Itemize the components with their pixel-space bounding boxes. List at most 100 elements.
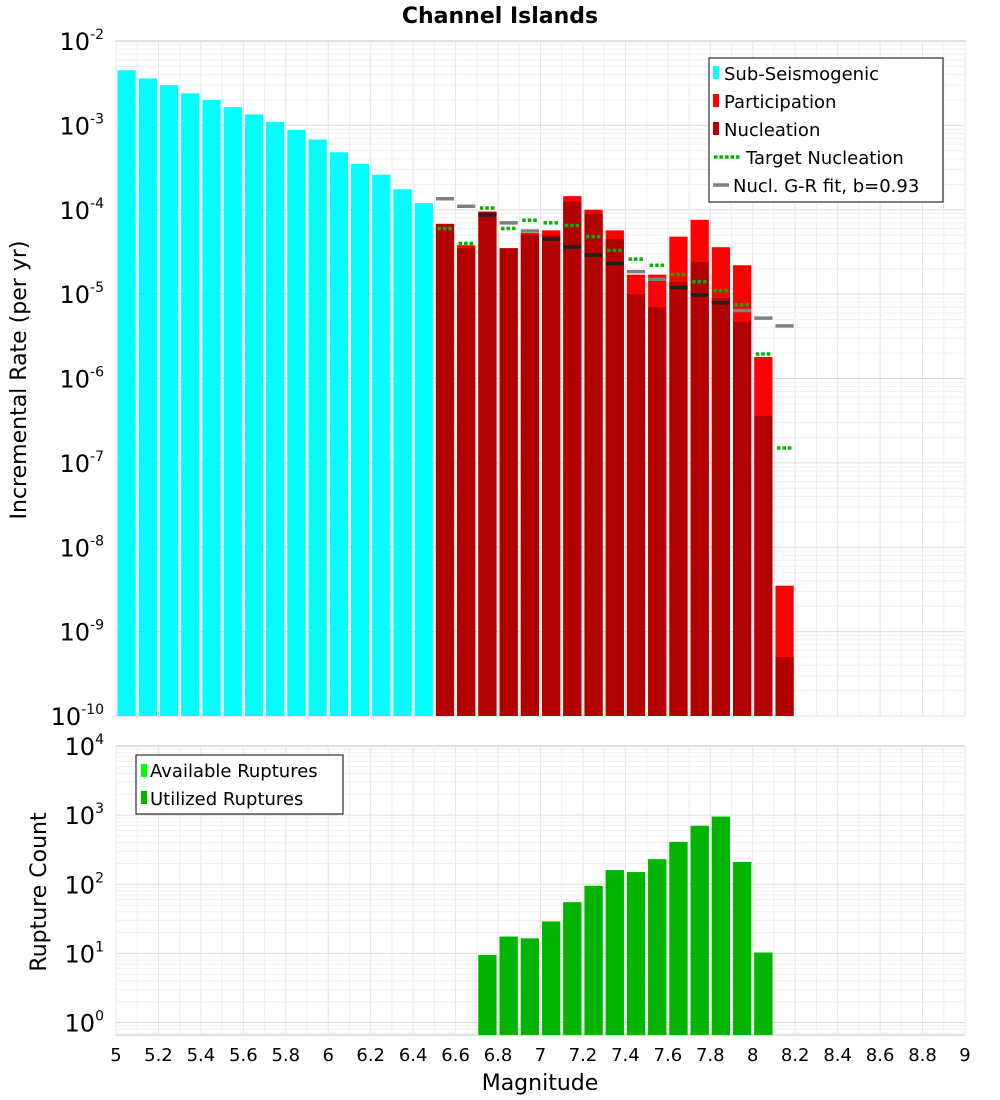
x-tick-label: 5.6 — [229, 1045, 258, 1066]
nucleation-bar — [605, 239, 624, 716]
nucleation-bar — [690, 262, 709, 716]
magnitude-x-ticks: 5 5.2 5.4 5.6 5.8 6 6.2 6.4 6.6 6.8 7 7.2 7.4 7.6 7.8 8… — [110, 1045, 970, 1066]
nucleation-bar — [626, 294, 646, 716]
nucleation-bar — [563, 201, 582, 716]
nucleation-bar — [711, 297, 731, 716]
rate-y-tick-label: 10-7 — [59, 449, 104, 478]
rate-y-tick-label: 10-5 — [59, 280, 104, 309]
rate-y-ticks: 10-10 10-9 10-8 10-7 10-6 10-5 10-4 10-3 10-2 — [51, 27, 105, 731]
rate-y-tick-label: 10-8 — [59, 533, 104, 562]
utilized-ruptures-bar — [626, 872, 646, 1035]
rupture-y-tick-label: 103 — [65, 801, 104, 830]
rate-y-tick-label: 10-10 — [51, 702, 104, 731]
x-tick-label: 7.4 — [611, 1045, 640, 1066]
nucleation-bar — [775, 657, 794, 716]
x-tick-label: 7.6 — [654, 1045, 683, 1066]
x-tick-label: 8.6 — [866, 1045, 895, 1066]
sub-seismogenic-bar — [350, 163, 370, 717]
chart-title: Channel Islands — [402, 4, 598, 29]
x-tick-label: 7.2 — [569, 1045, 598, 1066]
nucleation-bar — [669, 281, 688, 716]
utilized-ruptures-bar — [563, 902, 582, 1035]
x-tick-label: 6.2 — [356, 1045, 385, 1066]
legend-label-target-nucleation: Target Nucleation — [745, 148, 904, 169]
nucleation-bar — [457, 248, 476, 717]
legend-swatch-utilized-ruptures — [141, 791, 147, 804]
x-tick-label: 8.2 — [781, 1045, 810, 1066]
legend-swatch-nucleation — [713, 122, 719, 135]
x-tick-label: 8 — [747, 1045, 758, 1066]
nucleation-bar — [542, 235, 561, 716]
nucleation-bar — [499, 248, 518, 717]
rate-legend-box — [708, 57, 944, 203]
legend-label-sub-seismogenic: Sub-Seismogenic — [724, 64, 879, 85]
utilized-ruptures-bar — [542, 921, 561, 1035]
rate-plot-panel: 10-10 10-9 10-8 10-7 10-6 10-5 10-4 10-3 10-2 In… — [7, 27, 966, 731]
sub-seismogenic-bar — [329, 152, 348, 716]
sub-seismogenic-bar — [308, 139, 327, 716]
legend-swatch-sub-seismogenic — [713, 66, 719, 79]
x-tick-label: 6.6 — [441, 1045, 470, 1066]
rate-plot-lines — [435, 197, 794, 450]
x-tick-label: 8.8 — [908, 1045, 937, 1066]
rate-y-axis-label: Incremental Rate (per yr) — [7, 241, 32, 520]
rupture-y-ticks: 100 101 102 103 104 — [65, 732, 105, 1038]
x-tick-label: 6.8 — [484, 1045, 513, 1066]
utilized-ruptures-bar — [669, 841, 688, 1035]
rupture-count-panel: 100 101 102 103 104 5 5.2 5.4 5.6 5.8 6 6.2 6.4 6.6 6… — [27, 732, 971, 1096]
utilized-ruptures-bar — [478, 954, 497, 1035]
legend-swatch-available-ruptures — [141, 764, 147, 777]
sub-seismogenic-bar — [138, 78, 157, 717]
legend-label-nucleation: Nucleation — [724, 120, 820, 141]
legend-label-participation: Participation — [724, 92, 836, 113]
sub-seismogenic-bar — [244, 114, 264, 716]
sub-seismogenic-bar — [223, 107, 242, 717]
nucleation-bar — [520, 235, 539, 716]
rate-plot-bars — [117, 70, 794, 717]
utilized-ruptures-bar — [754, 952, 773, 1035]
rupture-y-tick-label: 102 — [65, 870, 104, 899]
nucleation-bar — [584, 213, 603, 717]
rate-y-tick-label: 10-6 — [59, 365, 104, 394]
utilized-ruptures-bar — [733, 861, 752, 1035]
utilized-ruptures-bar — [690, 825, 709, 1035]
utilized-ruptures-bar — [584, 885, 603, 1035]
sub-seismogenic-bar — [117, 70, 136, 716]
nucleation-bar — [754, 415, 773, 716]
x-tick-label: 6.4 — [399, 1045, 428, 1066]
nucleation-bar — [478, 211, 497, 716]
x-tick-label: 6 — [323, 1045, 334, 1066]
utilized-ruptures-bar — [499, 936, 518, 1035]
rate-y-tick-label: 10-9 — [59, 618, 104, 647]
nucleation-bar — [733, 321, 752, 716]
rupture-y-tick-label: 104 — [65, 732, 105, 761]
sub-seismogenic-bar — [414, 203, 433, 716]
sub-seismogenic-bar — [202, 99, 221, 717]
rupture-y-axis-label: Rupture Count — [27, 812, 52, 972]
x-axis-label: Magnitude — [482, 1071, 599, 1096]
sub-seismogenic-bar — [393, 189, 412, 717]
legend-swatch-participation — [713, 94, 719, 107]
sub-seismogenic-bar — [181, 93, 200, 716]
sub-seismogenic-bar — [372, 174, 391, 716]
x-tick-label: 7.8 — [696, 1045, 725, 1066]
rate-y-tick-label: 10-2 — [59, 27, 104, 56]
sub-seismogenic-bar — [159, 85, 179, 716]
rupture-plot-bars — [478, 816, 773, 1035]
rupture-legend: Available Ruptures Utilized Ruptures — [135, 754, 344, 815]
nucleation-bar — [435, 223, 455, 716]
rate-y-tick-label: 10-3 — [59, 111, 104, 140]
legend-label-gr-fit: Nucl. G-R fit, b=0.93 — [733, 176, 919, 197]
x-tick-label: 5.4 — [187, 1045, 216, 1066]
x-tick-label: 7 — [535, 1045, 546, 1066]
rupture-y-tick-label: 100 — [65, 1009, 104, 1038]
x-tick-label: 9 — [959, 1045, 970, 1066]
rate-legend: Sub-Seismogenic Participation Nucleation… — [708, 57, 944, 203]
x-tick-label: 5 — [110, 1045, 121, 1066]
x-tick-label: 5.8 — [271, 1045, 300, 1066]
legend-label-utilized-ruptures: Utilized Ruptures — [150, 789, 303, 810]
x-tick-label: 5.2 — [144, 1045, 173, 1066]
rupture-legend-box — [135, 754, 344, 815]
utilized-ruptures-bar — [711, 816, 731, 1035]
